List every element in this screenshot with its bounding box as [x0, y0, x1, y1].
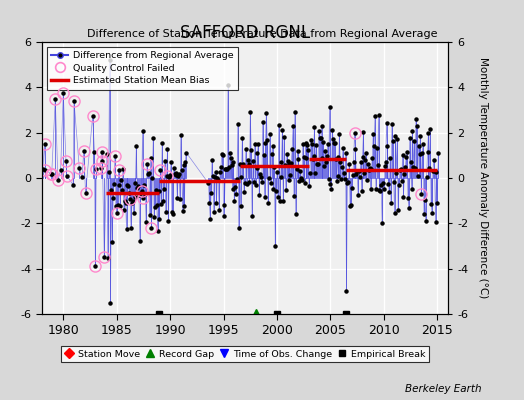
- Text: Berkeley Earth: Berkeley Earth: [406, 384, 482, 394]
- Y-axis label: Monthly Temperature Anomaly Difference (°C): Monthly Temperature Anomaly Difference (…: [477, 57, 488, 299]
- Text: Difference of Station Temperature Data from Regional Average: Difference of Station Temperature Data f…: [87, 29, 437, 39]
- Title: SAFFORD RGNL: SAFFORD RGNL: [180, 24, 310, 42]
- Legend: Station Move, Record Gap, Time of Obs. Change, Empirical Break: Station Move, Record Gap, Time of Obs. C…: [61, 346, 429, 362]
